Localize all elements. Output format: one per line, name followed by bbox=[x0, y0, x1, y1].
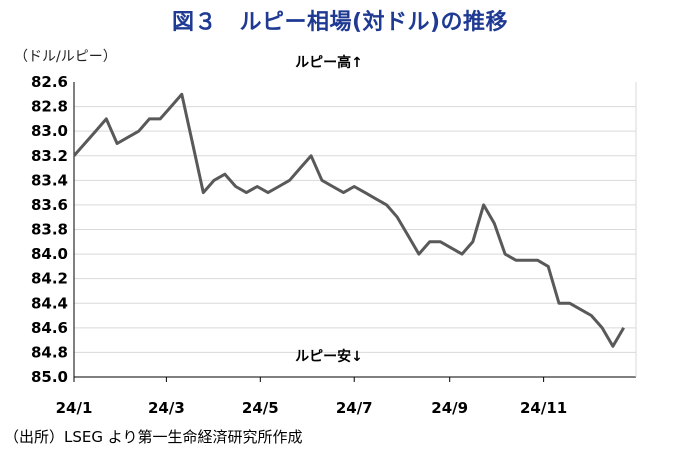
y-tick-label: 85.0 bbox=[31, 368, 68, 386]
annotation-rupee-weak: ルピー安↓ bbox=[295, 348, 363, 365]
y-tick-label: 84.0 bbox=[31, 245, 68, 263]
x-tick-label: 24/11 bbox=[520, 399, 567, 417]
y-tick-label: 83.2 bbox=[31, 147, 68, 165]
y-tick-label: 83.4 bbox=[31, 171, 68, 189]
y-tick-label: 83.6 bbox=[31, 196, 68, 214]
y-tick-label: 83.8 bbox=[31, 221, 68, 239]
grid-lines bbox=[74, 106, 636, 353]
y-tick-label: 82.8 bbox=[31, 98, 68, 116]
x-tick-labels: 24/1 24/3 24/5 24/7 24/9 24/11 bbox=[56, 399, 568, 417]
annotations: ルピー高↑ ルピー安↓ bbox=[295, 54, 363, 365]
y-tick-label: 84.6 bbox=[31, 319, 68, 337]
y-axis-unit-label: （ドル/ルピー） bbox=[14, 49, 117, 65]
series-layer bbox=[72, 92, 625, 348]
x-tick-label: 24/9 bbox=[431, 399, 468, 417]
x-tick-label: 24/3 bbox=[148, 399, 185, 417]
y-tick-label: 82.6 bbox=[31, 73, 68, 91]
y-tick-label: 84.4 bbox=[31, 294, 68, 312]
y-tick-label: 84.8 bbox=[31, 343, 68, 361]
x-tick-label: 24/5 bbox=[242, 399, 279, 417]
x-tick-label: 24/1 bbox=[56, 399, 93, 417]
x-tick-label: 24/7 bbox=[336, 399, 373, 417]
chart-title: 図３ ルピー相場(対ドル)の推移 bbox=[171, 10, 509, 35]
y-tick-label: 84.2 bbox=[31, 270, 68, 288]
y-tick-labels: 82.6 82.8 83.0 83.2 83.4 83.6 83.8 84.0 84.2 84.4… bbox=[31, 73, 68, 386]
source-note: （出所）LSEG より第一生命経済研究所作成 bbox=[4, 428, 303, 446]
y-tick-label: 83.0 bbox=[31, 122, 68, 140]
axes bbox=[73, 82, 637, 382]
annotation-rupee-strong: ルピー高↑ bbox=[295, 54, 363, 71]
series-line bbox=[72, 92, 625, 348]
